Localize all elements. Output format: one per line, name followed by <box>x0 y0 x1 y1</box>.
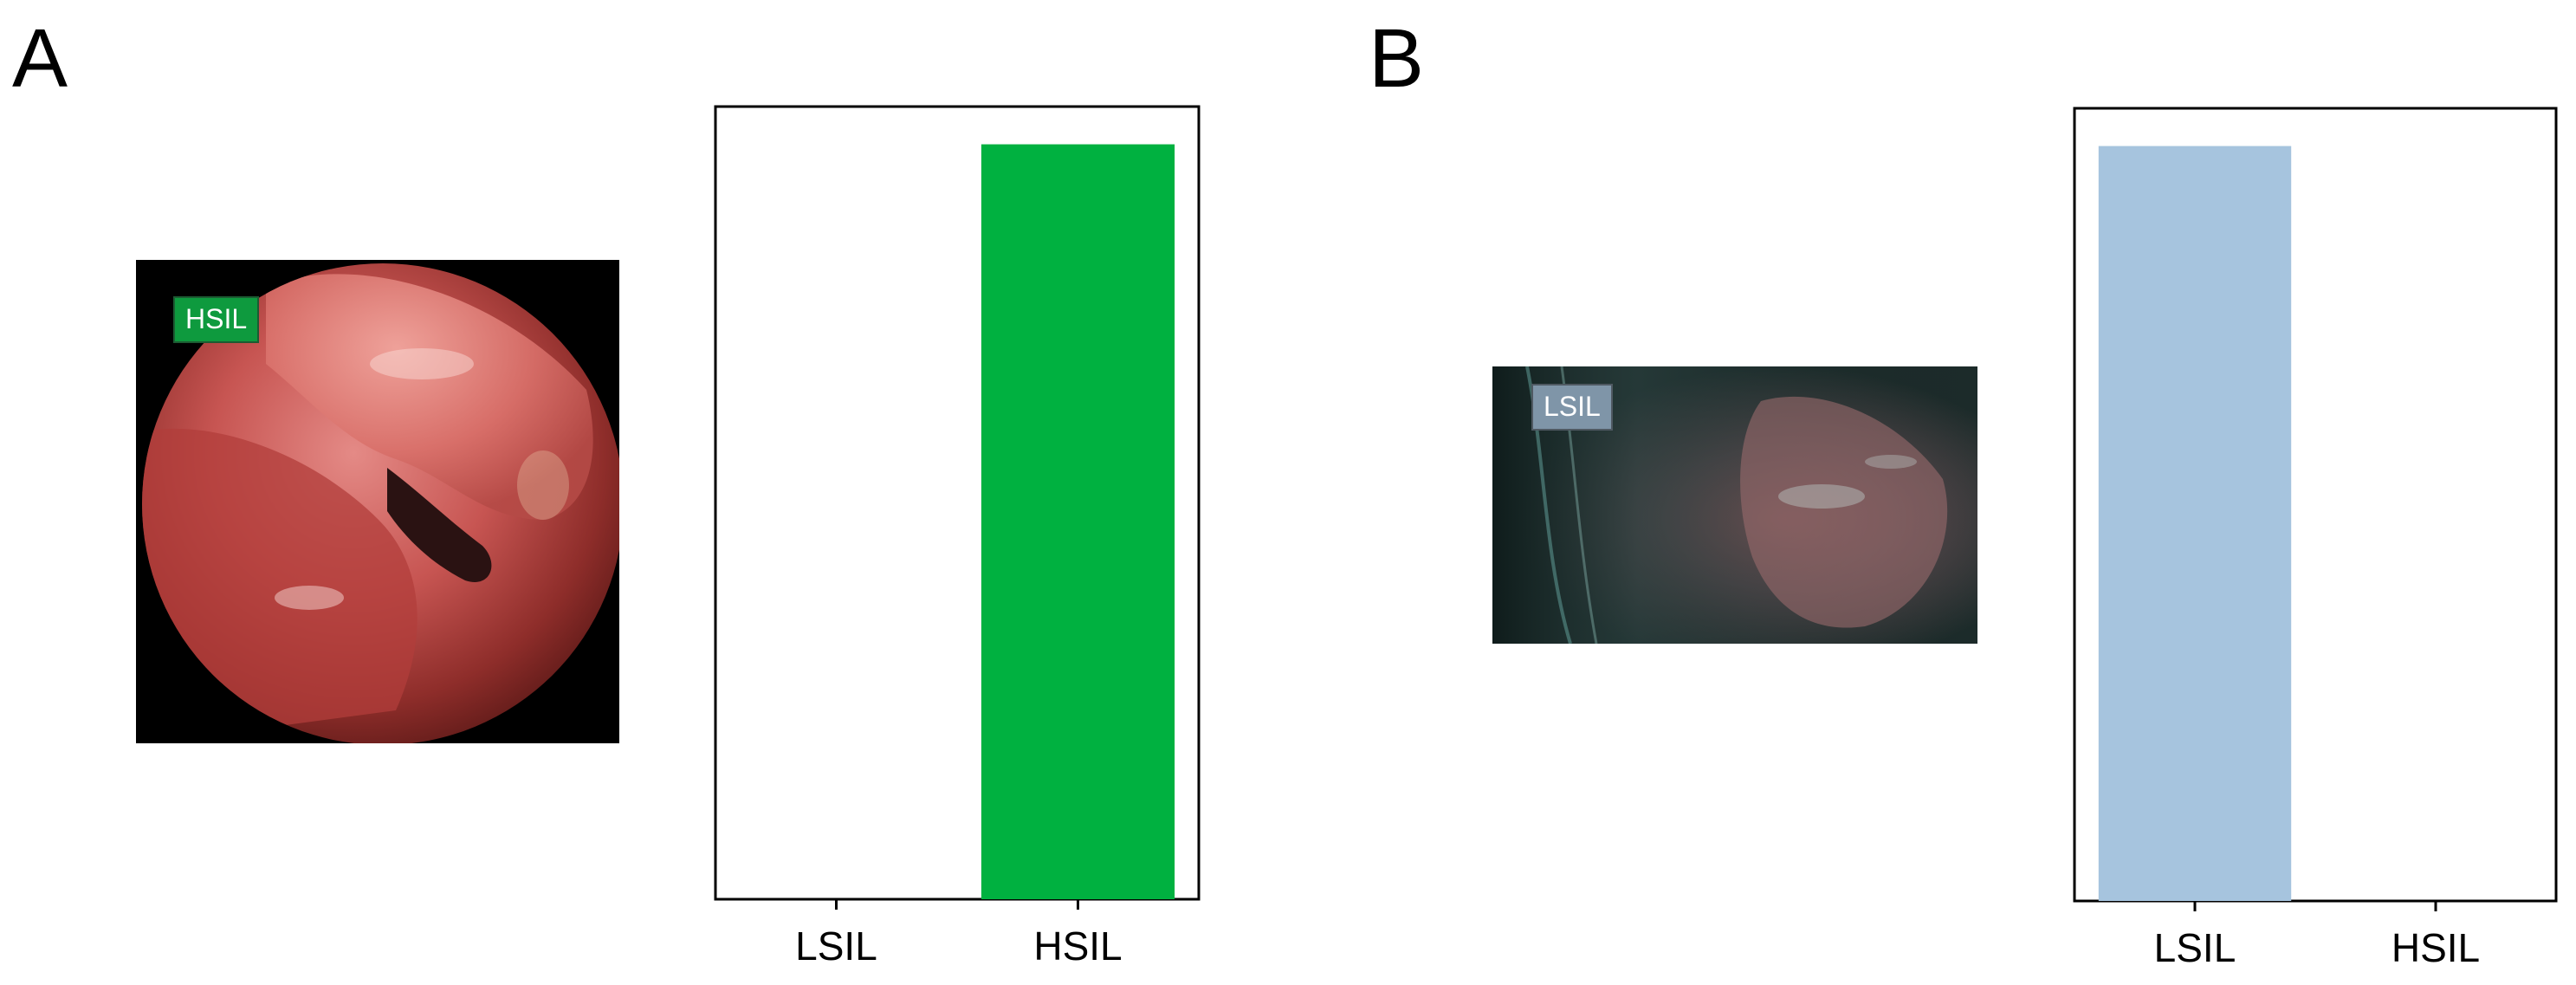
photo-label-badge: LSIL <box>1531 384 1613 431</box>
bar-chart-a: LSIL HSIL <box>714 105 1201 969</box>
colposcopy-image-b: LSIL <box>1492 366 1977 644</box>
panel-letter-b: B <box>1369 12 1425 105</box>
x-tick-label: HSIL <box>1033 923 1122 969</box>
x-tick-label: HSIL <box>2392 925 2480 970</box>
colposcopy-image-a-drawing <box>136 260 619 743</box>
panel-letter-a: A <box>12 12 68 105</box>
plot-frame <box>2073 107 2558 903</box>
x-tick-label: LSIL <box>2154 925 2236 970</box>
bar-lsil <box>2098 146 2292 902</box>
bar-chart-b: LSIL HSIL <box>2073 107 2558 970</box>
plot-frame <box>714 105 1201 901</box>
bar-hsil <box>981 144 1175 900</box>
colposcopy-image-a: HSIL <box>136 260 619 743</box>
colposcopy-image-b-drawing <box>1492 366 1977 644</box>
x-tick-label: LSIL <box>795 923 877 969</box>
photo-label-badge: HSIL <box>173 296 260 343</box>
